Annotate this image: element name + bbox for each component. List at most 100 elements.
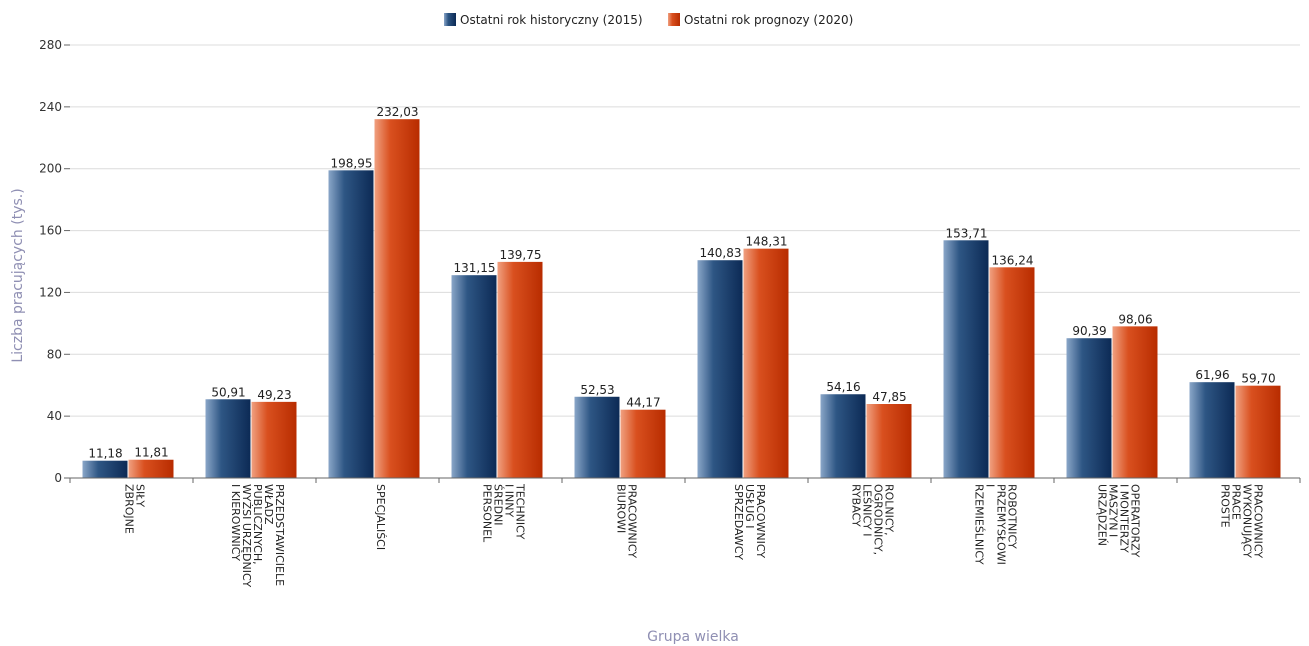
y-tick-label: 80 xyxy=(47,347,62,361)
category-label-line: PRZEMYSŁOWI xyxy=(995,484,1008,565)
bar xyxy=(451,275,497,478)
category-label-line: I MONTERZY xyxy=(1118,484,1131,553)
bar xyxy=(697,260,743,478)
y-tick-label: 160 xyxy=(39,224,62,238)
category-label-line: TECHNICY xyxy=(514,483,527,540)
category-label-line: PRACOWNICY xyxy=(1252,484,1265,558)
data-label: 44,17 xyxy=(626,396,660,410)
y-axis-ticks: 0 40 80 120 160 200 240 280 xyxy=(39,38,70,485)
bar xyxy=(1189,382,1235,478)
category-label-line: ZBROJNE xyxy=(123,484,136,534)
category-label-line: URZĄDZEŃ xyxy=(1096,484,1109,546)
category-label-line: SPECJALIŚCI xyxy=(374,484,387,550)
legend: Ostatni rok historyczny (2015) Ostatni ro… xyxy=(444,13,853,27)
bars xyxy=(82,119,1281,478)
data-label: 47,85 xyxy=(872,390,906,404)
y-tick-label: 120 xyxy=(39,285,62,299)
y-tick-label: 0 xyxy=(54,471,62,485)
data-label: 98,06 xyxy=(1118,312,1152,326)
legend-swatch xyxy=(668,13,680,26)
bar xyxy=(866,404,912,478)
category-label-line: BIUROWI xyxy=(615,484,628,533)
data-label: 90,39 xyxy=(1072,324,1106,338)
category-label-line: PRACOWNICY xyxy=(626,484,639,558)
data-label: 140,83 xyxy=(700,246,742,260)
category-label-line: I KIEROWNICY xyxy=(229,484,242,561)
bar xyxy=(620,409,666,478)
y-tick-label: 40 xyxy=(47,409,62,423)
category-label-line: WYKONUJĄCY xyxy=(1241,484,1254,558)
category-label-line: OGRODNICY, xyxy=(872,484,885,555)
bar xyxy=(743,248,789,478)
category-label-line: LEŚNICY I xyxy=(861,484,874,536)
category-label-line: ŚREDNI xyxy=(492,484,505,526)
bar xyxy=(820,394,866,478)
data-label: 50,91 xyxy=(211,385,245,399)
legend-swatch xyxy=(444,13,456,26)
bar xyxy=(82,460,128,478)
category-label-line: PUBLICZNYCH, xyxy=(251,484,264,565)
bar xyxy=(989,267,1035,478)
data-label: 153,71 xyxy=(946,226,988,240)
category-label: SPECJALIŚCI xyxy=(374,484,387,550)
bar xyxy=(328,170,374,478)
category-label-line: PROSTE xyxy=(1219,484,1232,528)
bar xyxy=(1112,326,1158,478)
data-label: 11,18 xyxy=(88,447,122,461)
data-label: 131,15 xyxy=(454,261,496,275)
data-label: 148,31 xyxy=(746,235,788,249)
category-label-line: ROLNICY, xyxy=(883,484,896,536)
data-label: 198,95 xyxy=(331,156,373,170)
bar xyxy=(1235,385,1281,478)
bar xyxy=(574,396,620,478)
category-label-line: MASZYN I xyxy=(1107,484,1120,537)
category-label-line: I INNY xyxy=(503,484,516,517)
bar xyxy=(128,459,174,478)
category-label-line: WYŻSI URZĘDNICY xyxy=(240,484,253,587)
category-label-line: ROBOTNICY xyxy=(1006,484,1019,549)
category-label-line: WŁADZ xyxy=(262,484,275,525)
legend-label: Ostatni rok prognozy (2020) xyxy=(684,13,853,27)
bar xyxy=(943,240,989,478)
y-tick-label: 200 xyxy=(39,162,62,176)
data-label: 232,03 xyxy=(377,105,419,119)
data-label: 11,81 xyxy=(134,446,168,460)
category-label-line: SPRZEDAWCY xyxy=(732,484,745,560)
category-label-line: PRACE xyxy=(1230,484,1243,520)
y-tick-label: 280 xyxy=(39,38,62,52)
x-axis-title: Grupa wielka xyxy=(647,629,739,645)
data-label: 59,70 xyxy=(1241,372,1275,386)
data-label: 61,96 xyxy=(1195,368,1229,382)
data-label: 139,75 xyxy=(500,248,542,262)
category-label-line: RYBACY xyxy=(850,484,863,527)
category-label-line: PRZEDSTAWICIELE xyxy=(273,484,286,586)
bar xyxy=(1066,338,1112,478)
data-label: 54,16 xyxy=(826,380,860,394)
data-labels: 11,18 11,81 50,91 49,23 198,95 232,03 131,15 13… xyxy=(88,105,1275,461)
bar xyxy=(205,399,251,478)
category-label-line: USŁUG I xyxy=(743,484,756,529)
legend-label: Ostatni rok historyczny (2015) xyxy=(460,13,643,27)
category-label-line: OPERATORZY xyxy=(1129,484,1142,558)
category-label-line: SIŁY xyxy=(134,484,147,507)
category-label-line: RZEMIEŚLNICY xyxy=(973,484,986,565)
data-label: 52,53 xyxy=(580,383,614,397)
y-tick-label: 240 xyxy=(39,100,62,114)
bar xyxy=(374,119,420,478)
category-label-line: I xyxy=(984,484,997,487)
grid-lines xyxy=(70,44,1300,417)
bar xyxy=(497,261,543,478)
category-label-line: PERSONEL xyxy=(481,484,494,543)
data-label: 49,23 xyxy=(257,388,291,402)
bar xyxy=(251,401,297,478)
data-label: 136,24 xyxy=(992,253,1034,267)
